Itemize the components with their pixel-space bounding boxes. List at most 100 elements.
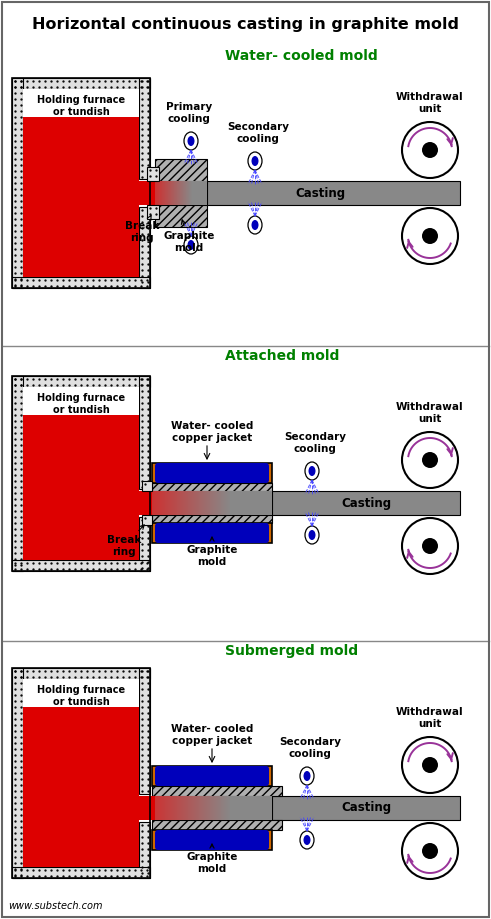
Bar — [260, 491, 261, 515]
Circle shape — [402, 122, 458, 178]
Bar — [196, 796, 197, 820]
Bar — [249, 491, 250, 515]
Bar — [227, 491, 228, 515]
Bar — [214, 796, 215, 820]
FancyBboxPatch shape — [155, 523, 269, 543]
Bar — [225, 796, 226, 820]
Bar — [213, 491, 214, 515]
Ellipse shape — [188, 240, 194, 250]
Bar — [153, 491, 154, 515]
Bar — [152, 491, 153, 515]
Ellipse shape — [300, 767, 314, 785]
Bar — [174, 491, 175, 515]
Text: Holding furnace
or tundish: Holding furnace or tundish — [37, 393, 125, 414]
Bar — [202, 181, 203, 205]
Bar — [158, 491, 159, 515]
Text: Graphite
mold: Graphite mold — [186, 537, 238, 567]
Bar — [272, 491, 460, 515]
Text: Graphite
mold: Graphite mold — [164, 220, 215, 253]
Bar — [212, 796, 213, 820]
Bar — [196, 491, 197, 515]
Bar — [177, 491, 178, 515]
Bar — [168, 181, 169, 205]
Bar — [233, 796, 234, 820]
Circle shape — [422, 228, 438, 244]
Bar — [222, 796, 223, 820]
Bar — [171, 181, 172, 205]
Bar — [163, 181, 164, 205]
Ellipse shape — [184, 236, 198, 254]
Bar — [242, 796, 243, 820]
Bar — [265, 796, 266, 820]
Bar — [191, 796, 192, 820]
Bar — [243, 796, 244, 820]
Bar — [198, 796, 199, 820]
Bar — [165, 491, 166, 515]
Text: Holding furnace
or tundish: Holding furnace or tundish — [37, 686, 125, 707]
Text: Water- cooled
copper jacket: Water- cooled copper jacket — [171, 422, 253, 443]
Bar — [12, 668, 150, 878]
Bar — [169, 181, 170, 205]
Bar — [182, 796, 183, 820]
Circle shape — [402, 208, 458, 264]
Bar — [178, 491, 179, 515]
Bar — [186, 181, 187, 205]
Text: Secondary
cooling: Secondary cooling — [279, 737, 341, 759]
Bar — [220, 796, 221, 820]
Bar — [208, 491, 209, 515]
Circle shape — [402, 432, 458, 488]
Bar — [156, 181, 157, 205]
Bar — [193, 796, 194, 820]
Bar — [12, 668, 150, 679]
Bar — [206, 796, 207, 820]
Bar — [269, 491, 270, 515]
Bar — [152, 796, 153, 820]
Bar — [152, 766, 272, 786]
Bar — [152, 786, 282, 796]
Bar — [265, 491, 266, 515]
Bar — [157, 491, 158, 515]
Bar — [226, 491, 227, 515]
Circle shape — [402, 518, 458, 574]
Bar — [179, 796, 180, 820]
Bar — [205, 796, 206, 820]
Bar — [174, 796, 175, 820]
Ellipse shape — [303, 835, 310, 845]
Text: Withdrawal
unit: Withdrawal unit — [396, 403, 464, 424]
Bar — [12, 867, 150, 878]
Bar — [165, 181, 166, 205]
Bar — [12, 376, 150, 571]
Bar — [238, 796, 239, 820]
Bar — [192, 491, 193, 515]
Bar — [12, 78, 150, 288]
Bar — [209, 491, 210, 515]
Bar — [231, 491, 232, 515]
Bar — [217, 796, 218, 820]
Bar — [170, 796, 171, 820]
Bar — [175, 796, 176, 820]
Bar — [227, 796, 228, 820]
Bar — [176, 491, 177, 515]
Bar — [221, 491, 222, 515]
Circle shape — [422, 538, 438, 554]
Bar — [180, 796, 181, 820]
Bar — [268, 491, 269, 515]
Text: Break
ring: Break ring — [125, 215, 159, 243]
Bar — [247, 796, 248, 820]
Circle shape — [422, 757, 438, 773]
Bar — [268, 796, 269, 820]
Bar — [193, 181, 194, 205]
Bar — [155, 181, 156, 205]
Bar — [201, 796, 202, 820]
Bar — [260, 796, 261, 820]
Bar — [228, 491, 229, 515]
Bar — [257, 491, 258, 515]
Bar — [199, 796, 200, 820]
Bar — [245, 796, 246, 820]
Bar — [263, 491, 264, 515]
Bar — [185, 796, 186, 820]
Bar — [267, 796, 268, 820]
Bar — [244, 491, 245, 515]
Bar — [161, 181, 162, 205]
Bar — [172, 491, 173, 515]
